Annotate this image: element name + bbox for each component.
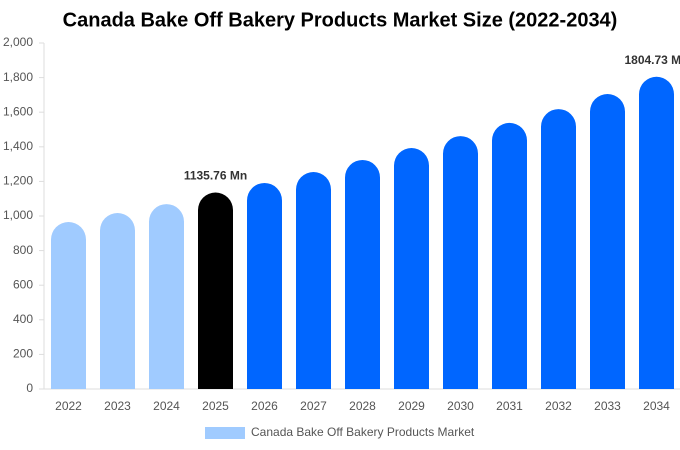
- x-tick-label: 2034: [643, 399, 670, 413]
- x-tick-label: 2028: [349, 399, 376, 413]
- bar: [296, 172, 331, 389]
- x-tick-label: 2023: [104, 399, 131, 413]
- x-tick-label: 2031: [496, 399, 523, 413]
- chart-title: Canada Bake Off Bakery Products Market S…: [63, 9, 618, 31]
- bar: [247, 182, 282, 389]
- bar: [590, 94, 625, 389]
- bar: [492, 122, 527, 389]
- x-tick-label: 2030: [447, 399, 474, 413]
- x-tick-label: 2027: [300, 399, 327, 413]
- y-tick-label: 1,400: [3, 139, 33, 153]
- bar: [100, 213, 135, 389]
- x-tick-label: 2032: [545, 399, 572, 413]
- value-label: 1804.73 Mn: [624, 53, 680, 67]
- bar: [198, 192, 233, 389]
- bar: [149, 204, 184, 389]
- bar: [541, 109, 576, 389]
- y-tick-label: 600: [13, 277, 33, 291]
- legend-swatch: [205, 427, 245, 439]
- bar: [639, 76, 674, 389]
- bar: [443, 136, 478, 389]
- bar: [345, 159, 380, 389]
- value-label: 1135.76 Mn: [184, 169, 247, 183]
- y-tick-label: 800: [13, 243, 33, 257]
- x-tick-label: 2025: [202, 399, 229, 413]
- y-tick-label: 1,000: [3, 208, 33, 222]
- y-tick-label: 400: [13, 312, 33, 326]
- bar: [394, 148, 429, 389]
- x-tick-label: 2026: [251, 399, 278, 413]
- y-tick-label: 1,600: [3, 104, 33, 118]
- x-tick-label: 2029: [398, 399, 425, 413]
- bar: [51, 222, 86, 389]
- x-tick-label: 2024: [153, 399, 180, 413]
- x-tick-label: 2033: [594, 399, 621, 413]
- y-tick-label: 1,200: [3, 174, 33, 188]
- y-tick-label: 200: [13, 347, 33, 361]
- y-tick-label: 0: [26, 381, 33, 395]
- x-tick-label: 2022: [55, 399, 82, 413]
- legend-label: Canada Bake Off Bakery Products Market: [251, 425, 475, 439]
- y-tick-label: 1,800: [3, 70, 33, 84]
- y-tick-label: 2,000: [3, 35, 33, 49]
